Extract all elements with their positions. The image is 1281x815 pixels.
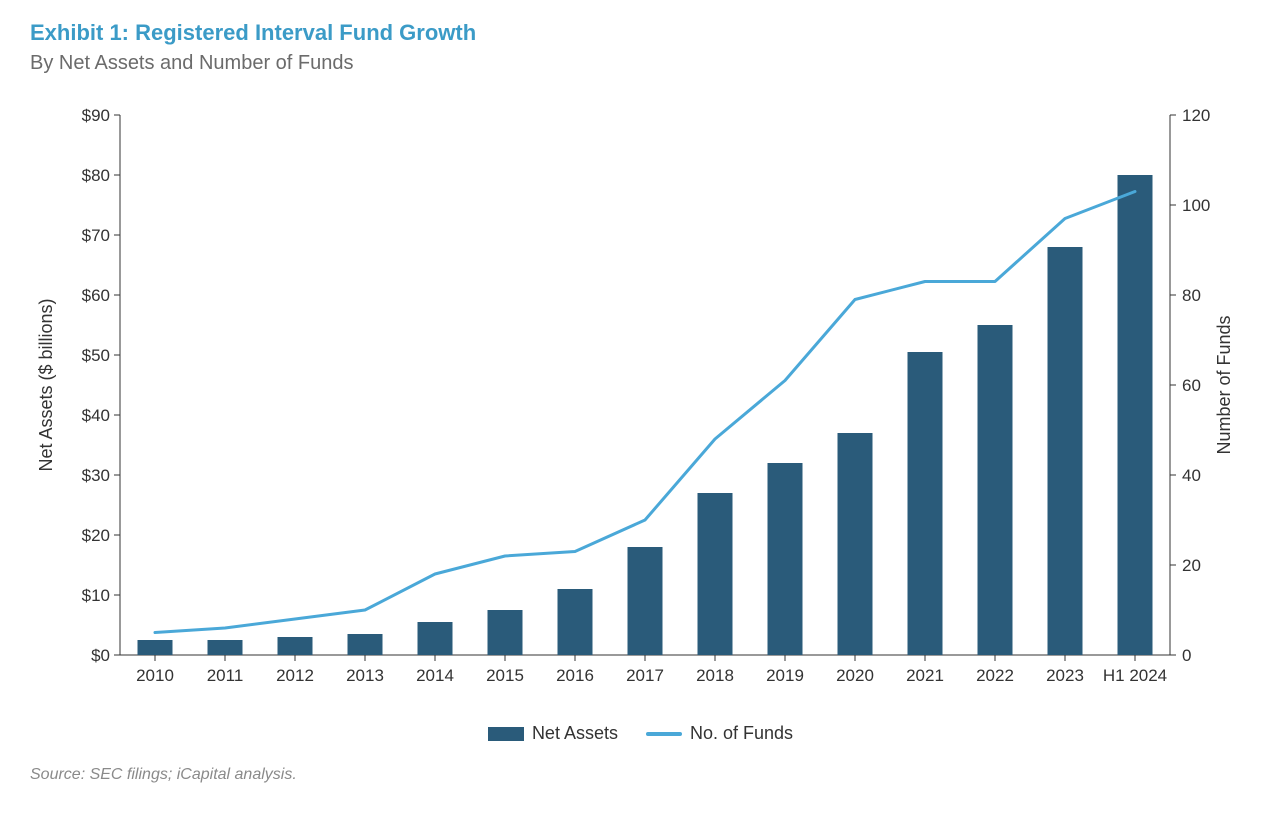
y-right-tick: 100 (1182, 196, 1210, 215)
x-tick-label: H1 2024 (1103, 666, 1167, 685)
y-left-tick: $90 (82, 106, 110, 125)
chart-svg: $0 $10 $20 $30 $40 $50 $60 $70 $80 $90 0 20 40 60 80 10… (30, 95, 1250, 715)
x-tick-label: 2021 (906, 666, 944, 685)
bar (1118, 175, 1153, 655)
y-right-title: Number of Funds (1214, 315, 1234, 454)
x-tick-label: 2023 (1046, 666, 1084, 685)
bar (838, 433, 873, 655)
y-right-tick: 60 (1182, 376, 1201, 395)
y-right-tick: 20 (1182, 556, 1201, 575)
legend: Net Assets No. of Funds (30, 723, 1251, 744)
x-tick-label: 2020 (836, 666, 874, 685)
legend-item-bars: Net Assets (488, 723, 618, 744)
legend-bar-label: Net Assets (532, 723, 618, 744)
x-tick-label: 2010 (136, 666, 174, 685)
x-tick-label: 2019 (766, 666, 804, 685)
y-left-tick: $70 (82, 226, 110, 245)
y-right-tick: 80 (1182, 286, 1201, 305)
x-tick-label: 2013 (346, 666, 384, 685)
y-left-tick: $60 (82, 286, 110, 305)
x-tick-label: 2014 (416, 666, 454, 685)
y-left-tick: $10 (82, 586, 110, 605)
x-tick-label: 2012 (276, 666, 314, 685)
bar (208, 640, 243, 655)
y-left-tick: $50 (82, 346, 110, 365)
legend-bar-swatch (488, 727, 524, 741)
x-tick-label: 2015 (486, 666, 524, 685)
chart-title: Exhibit 1: Registered Interval Fund Grow… (30, 20, 1251, 46)
source-note: Source: SEC filings; iCapital analysis. (30, 766, 1251, 784)
y-right-tick: 0 (1182, 646, 1191, 665)
legend-line-label: No. of Funds (690, 723, 793, 744)
bar (418, 622, 453, 655)
bar (348, 634, 383, 655)
y-left-tick: $80 (82, 166, 110, 185)
y-left-tick: $30 (82, 466, 110, 485)
bar (908, 352, 943, 655)
y-left-tick: $20 (82, 526, 110, 545)
bar (698, 493, 733, 655)
bar (488, 610, 523, 655)
bar (978, 325, 1013, 655)
x-tick-label: 2022 (976, 666, 1014, 685)
y-right-tick: 120 (1182, 106, 1210, 125)
bar (1048, 247, 1083, 655)
y-left-tick: $0 (91, 646, 110, 665)
x-tick-label: 2016 (556, 666, 594, 685)
bar (138, 640, 173, 655)
bar (628, 547, 663, 655)
y-left-tick: $40 (82, 406, 110, 425)
chart-container: $0 $10 $20 $30 $40 $50 $60 $70 $80 $90 0 20 40 60 80 10… (30, 95, 1250, 715)
x-tick-label: 2017 (626, 666, 664, 685)
bar (768, 463, 803, 655)
legend-line-swatch (646, 732, 682, 736)
bar (558, 589, 593, 655)
chart-subtitle: By Net Assets and Number of Funds (30, 52, 1251, 75)
x-tick-label: 2018 (696, 666, 734, 685)
y-right-tick: 40 (1182, 466, 1201, 485)
x-tick-label: 2011 (207, 666, 244, 685)
legend-item-line: No. of Funds (646, 723, 793, 744)
y-left-title: Net Assets ($ billions) (36, 298, 56, 471)
bar (278, 637, 313, 655)
